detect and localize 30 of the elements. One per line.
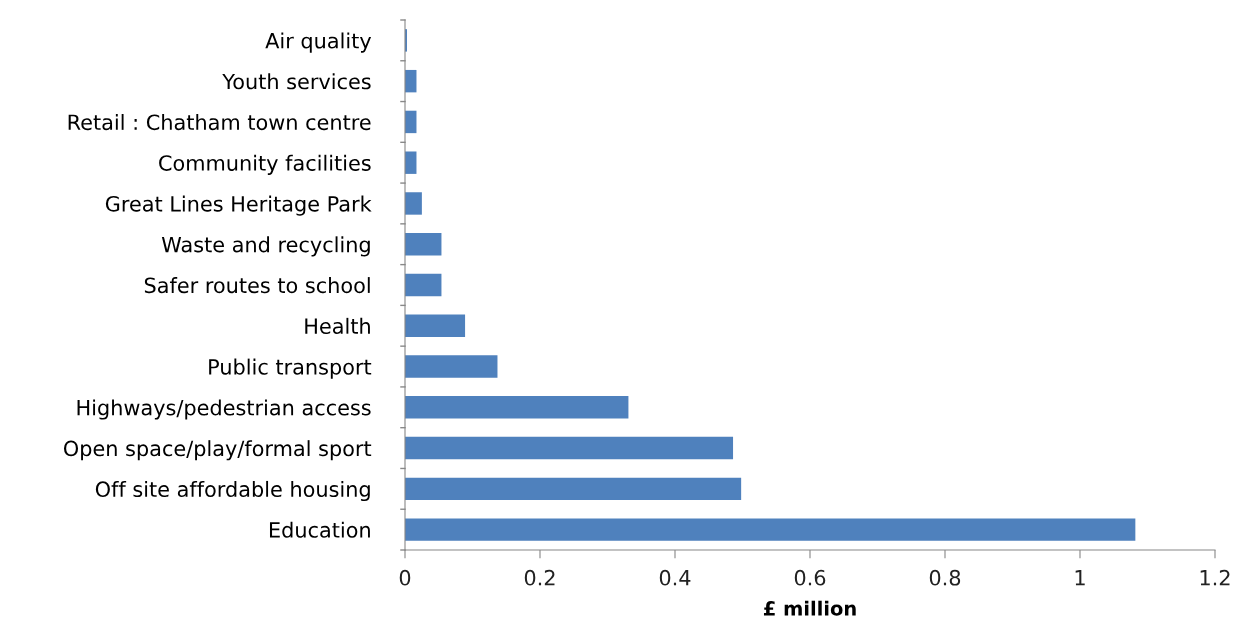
bar bbox=[405, 273, 442, 297]
x-tick-label: 0.6 bbox=[794, 569, 826, 586]
y-tick-label: Health bbox=[305, 317, 370, 334]
bar bbox=[405, 192, 422, 215]
bar bbox=[405, 436, 734, 460]
y-tick-label: Education bbox=[269, 521, 370, 538]
x-tick-label: 1.2 bbox=[1200, 569, 1230, 586]
x-tick-label: 0 bbox=[399, 569, 411, 586]
y-tick-label: Open space/play/formal sport bbox=[63, 440, 372, 461]
x-tick-label: 0.4 bbox=[659, 569, 691, 586]
bar bbox=[405, 314, 466, 337]
y-tick-label: Air quality bbox=[265, 32, 372, 53]
y-tick-label: Highways/pedestrian access bbox=[77, 399, 371, 420]
x-tick-label: 1 bbox=[1075, 570, 1085, 586]
y-tick-label: Retail : Chatham town centre bbox=[68, 114, 371, 131]
bar bbox=[405, 233, 442, 256]
y-tick-label: Off site affordable housing bbox=[95, 480, 370, 502]
bar bbox=[405, 477, 742, 501]
y-tick-label: Safer routes to school bbox=[144, 277, 370, 294]
y-tick-label: Public transport bbox=[209, 358, 372, 379]
bar bbox=[405, 396, 629, 419]
bar bbox=[405, 355, 498, 378]
x-tick-label: 0.2 bbox=[524, 569, 555, 586]
y-tick-label: Community facilities bbox=[159, 154, 371, 175]
bar bbox=[405, 518, 1136, 541]
y-tick-label: Youth services bbox=[222, 73, 371, 90]
y-tick-label: Great Lines Heritage Park bbox=[105, 195, 372, 216]
y-tick-label: Waste and recycling bbox=[161, 236, 370, 257]
x-axis-title: £ million bbox=[763, 600, 856, 616]
x-tick-label: 0.8 bbox=[929, 569, 961, 586]
